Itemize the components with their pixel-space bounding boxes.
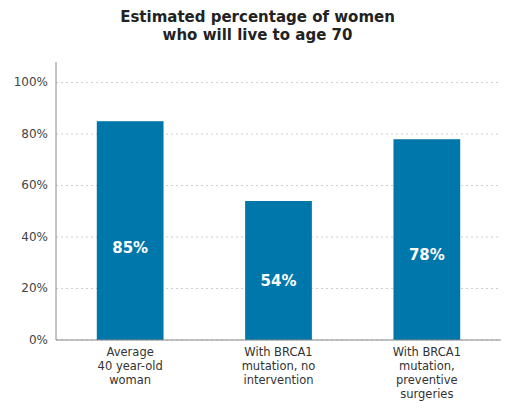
chart-container: Estimated percentage of womenwho will li… xyxy=(0,0,515,418)
bar xyxy=(393,139,460,340)
x-tick-label: With BRCA1mutation,preventivesurgeries xyxy=(393,345,461,401)
x-tick-label: Average40 year-oldwoman xyxy=(98,345,163,387)
y-tick-label: 100% xyxy=(14,75,48,89)
grid-line xyxy=(56,340,501,341)
title: Estimated percentage of womenwho will li… xyxy=(120,8,395,44)
chart: Estimated percentage of womenwho will li… xyxy=(0,0,515,418)
y-tick-label: 80% xyxy=(21,127,48,141)
y-tick-label: 0% xyxy=(29,333,48,347)
grid xyxy=(56,83,501,340)
y-axis-line xyxy=(56,62,57,340)
y-tick-label: 40% xyxy=(21,230,48,244)
data-label: 54% xyxy=(261,272,297,290)
data-label: 78% xyxy=(409,246,445,264)
y-tick-label: 60% xyxy=(21,178,48,192)
y-tick-label: 20% xyxy=(21,281,48,295)
bars xyxy=(97,121,460,340)
grid-line xyxy=(56,82,501,83)
x-tick-label: With BRCA1mutation, nointervention xyxy=(242,345,316,387)
x-axis-line xyxy=(56,340,501,341)
data-label: 85% xyxy=(112,239,148,257)
bar xyxy=(97,121,164,340)
bar xyxy=(245,201,312,340)
